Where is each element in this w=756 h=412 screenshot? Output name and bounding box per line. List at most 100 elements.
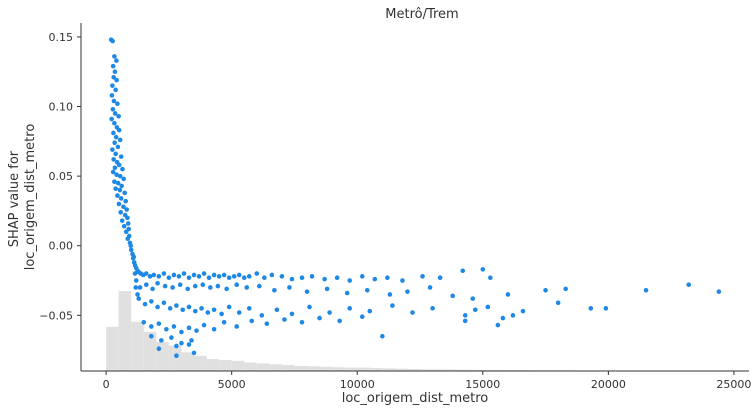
scatter-point xyxy=(385,275,390,281)
scatter-point xyxy=(116,113,121,119)
scatter-point xyxy=(110,63,116,69)
scatter-point xyxy=(136,296,142,301)
scatter-point xyxy=(716,289,722,294)
scatter-point xyxy=(112,120,117,126)
scatter-point xyxy=(450,293,455,299)
scatter-point xyxy=(254,271,260,276)
scatter-point xyxy=(274,307,280,313)
histogram-bar xyxy=(206,359,220,371)
histogram-bar xyxy=(394,368,408,371)
scatter-point xyxy=(186,304,192,310)
histogram-bar xyxy=(231,360,245,371)
scatter-point xyxy=(171,272,177,278)
scatter-point xyxy=(110,83,115,88)
scatter-point xyxy=(170,285,175,290)
scatter-point xyxy=(347,306,353,311)
scatter-point xyxy=(118,154,124,159)
y-axis-label-line-2: loc_origem_dist_metro xyxy=(23,124,38,271)
scatter-point xyxy=(112,54,117,59)
scatter-point xyxy=(289,311,295,317)
scatter-point xyxy=(111,130,116,136)
y-tick-label: 0.00 xyxy=(49,240,74,253)
scatter-point xyxy=(488,275,493,281)
histogram-bar xyxy=(420,369,433,371)
scatter-point xyxy=(156,274,162,279)
scatter-point xyxy=(161,300,167,306)
scatter-point xyxy=(143,271,149,276)
histogram-bar xyxy=(294,365,308,371)
scatter-point xyxy=(110,38,115,44)
histogram-bar xyxy=(344,367,358,371)
scatter-point xyxy=(111,74,116,80)
scatter-point xyxy=(122,190,127,196)
scatter-point xyxy=(174,353,179,358)
scatter-point xyxy=(181,271,187,276)
scatter-point xyxy=(686,282,692,287)
scatter-point xyxy=(112,140,117,146)
scatter-point xyxy=(118,196,124,201)
scatter-point xyxy=(327,310,332,315)
histogram-bar xyxy=(307,366,320,371)
scatter-point xyxy=(520,308,526,314)
scatter-point xyxy=(359,314,365,320)
scatter-point xyxy=(264,321,270,326)
scatter-point xyxy=(643,287,649,293)
histogram xyxy=(106,291,734,371)
scatter-point xyxy=(149,333,154,339)
scatter-point xyxy=(510,313,516,318)
histogram-bar xyxy=(269,364,282,371)
scatter-point xyxy=(121,223,127,229)
scatter-point xyxy=(133,278,139,283)
scatter-point xyxy=(161,271,167,276)
scatter-point xyxy=(142,301,148,307)
scatter-point xyxy=(112,179,117,184)
scatter-point xyxy=(115,180,121,186)
scatter-point xyxy=(117,137,123,143)
scatter-point xyxy=(116,162,122,168)
scatter-point xyxy=(112,111,118,116)
histogram-bar xyxy=(495,369,508,371)
scatter-point xyxy=(125,236,131,242)
scatter-point xyxy=(166,275,172,281)
scatter-point xyxy=(149,324,154,329)
scatter-point xyxy=(472,307,478,313)
scatter-point xyxy=(226,275,232,281)
histogram-bar xyxy=(106,326,119,371)
scatter-point xyxy=(125,221,131,226)
y-axis-ticks: −0.05 0.00 0.05 0.10 0.15 xyxy=(39,31,81,322)
histogram-bar xyxy=(445,369,458,371)
scatter-point xyxy=(128,247,134,253)
y-tick-label: 0.05 xyxy=(49,170,74,183)
scatter-point xyxy=(123,198,129,204)
scatter-point xyxy=(205,310,211,315)
scatter-point xyxy=(115,101,120,107)
scatter-point xyxy=(262,275,267,281)
scatter-point xyxy=(133,285,139,290)
scatter-point xyxy=(162,283,168,289)
scatter-point xyxy=(119,183,124,189)
scatter-point xyxy=(156,321,162,326)
y-tick-label: 0.15 xyxy=(49,31,74,44)
scatter-point xyxy=(113,87,118,93)
scatter-point xyxy=(208,285,213,290)
scatter-point xyxy=(470,296,476,301)
scatter-point xyxy=(111,157,116,162)
scatter-point xyxy=(196,274,202,279)
histogram-bar xyxy=(143,331,157,371)
scatter-point xyxy=(199,306,204,311)
scatter-point xyxy=(112,69,118,75)
scatter-point xyxy=(131,254,137,260)
scatter-point xyxy=(149,299,154,304)
scatter-point xyxy=(241,275,247,281)
x-axis-label: loc_origem_dist_metro xyxy=(342,391,489,406)
scatter-point xyxy=(118,210,123,215)
scatter-point xyxy=(191,350,197,356)
histogram-bar xyxy=(319,366,333,371)
scatter-point xyxy=(121,204,126,210)
scatter-point xyxy=(462,313,468,318)
scatter-point xyxy=(211,272,217,278)
scatter-point xyxy=(259,313,265,318)
scatter-point xyxy=(324,286,330,292)
scatter-point xyxy=(176,274,182,279)
histogram-bar xyxy=(470,369,483,371)
